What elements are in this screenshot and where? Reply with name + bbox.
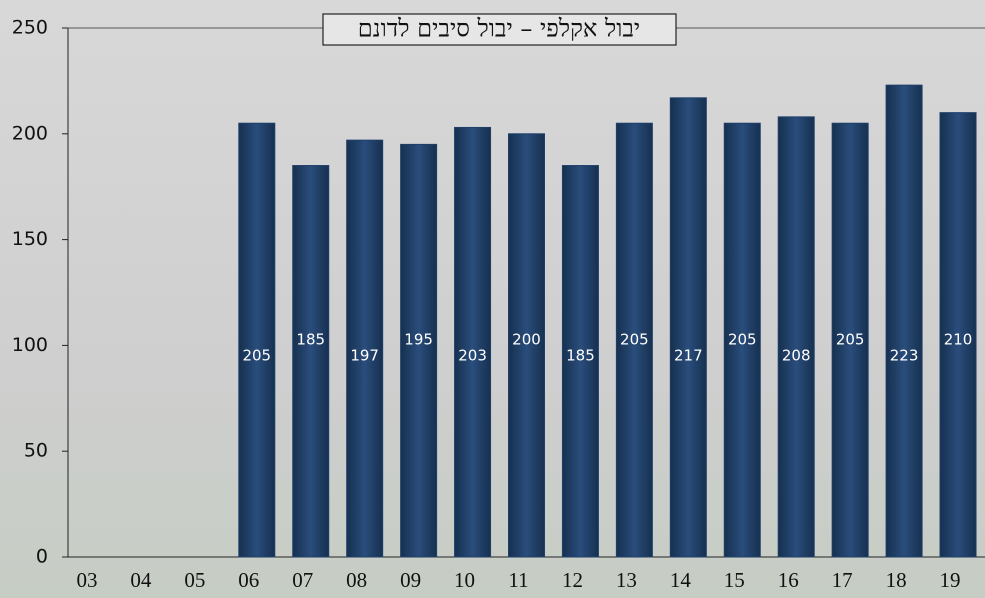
bar — [831, 122, 869, 558]
y-tick-label: 50 — [24, 440, 48, 462]
bar — [939, 112, 977, 558]
value-label: 223 — [890, 347, 919, 365]
x-tick-label: 16 — [778, 568, 799, 592]
bar — [885, 84, 923, 558]
value-label: 205 — [620, 331, 649, 349]
bar — [669, 97, 707, 558]
value-label: 217 — [674, 347, 703, 365]
x-tick-label: 05 — [184, 568, 205, 592]
value-label: 205 — [836, 331, 865, 349]
bar — [777, 116, 815, 558]
x-tick-label: 07 — [292, 568, 313, 592]
value-label: 205 — [242, 347, 271, 365]
x-tick-label: 11 — [508, 568, 528, 592]
x-tick-label: 17 — [832, 568, 853, 592]
x-tick-label: 06 — [238, 568, 259, 592]
x-tick-label: 13 — [616, 568, 637, 592]
value-label: 205 — [728, 331, 757, 349]
y-tick-label: 150 — [12, 228, 48, 250]
x-tick-label: 08 — [346, 568, 367, 592]
y-tick-label: 250 — [12, 17, 48, 39]
x-tick-label: 03 — [76, 568, 97, 592]
bar — [615, 122, 653, 558]
x-tick-label: 19 — [940, 568, 961, 592]
x-tick-label: 09 — [400, 568, 421, 592]
value-label: 185 — [566, 347, 595, 365]
x-tick-label: 04 — [130, 568, 152, 592]
y-tick-label: 200 — [12, 122, 48, 144]
chart-title: יבול אקלפי – יבול סיבים לדונם — [358, 15, 640, 43]
x-tick-label: 14 — [670, 568, 692, 592]
x-tick-label: 10 — [454, 568, 475, 592]
y-tick-label: 0 — [36, 546, 48, 568]
bar — [400, 143, 438, 558]
value-label: 197 — [350, 347, 379, 365]
bar — [292, 165, 330, 558]
value-label: 195 — [404, 331, 433, 349]
bar — [723, 122, 761, 558]
bar — [508, 133, 545, 558]
x-tick-label: 18 — [886, 568, 907, 592]
x-tick-label: 15 — [724, 568, 745, 592]
bar — [346, 139, 384, 558]
value-label: 208 — [782, 347, 811, 365]
value-label: 210 — [944, 331, 973, 349]
value-label: 203 — [458, 347, 487, 365]
bar — [238, 122, 276, 558]
title-box — [322, 13, 677, 46]
value-label: 185 — [296, 331, 325, 349]
y-tick-label: 100 — [12, 334, 48, 356]
x-tick-label: 12 — [562, 568, 583, 592]
bar — [454, 126, 492, 558]
value-label: 200 — [512, 331, 541, 349]
bar — [561, 165, 599, 558]
